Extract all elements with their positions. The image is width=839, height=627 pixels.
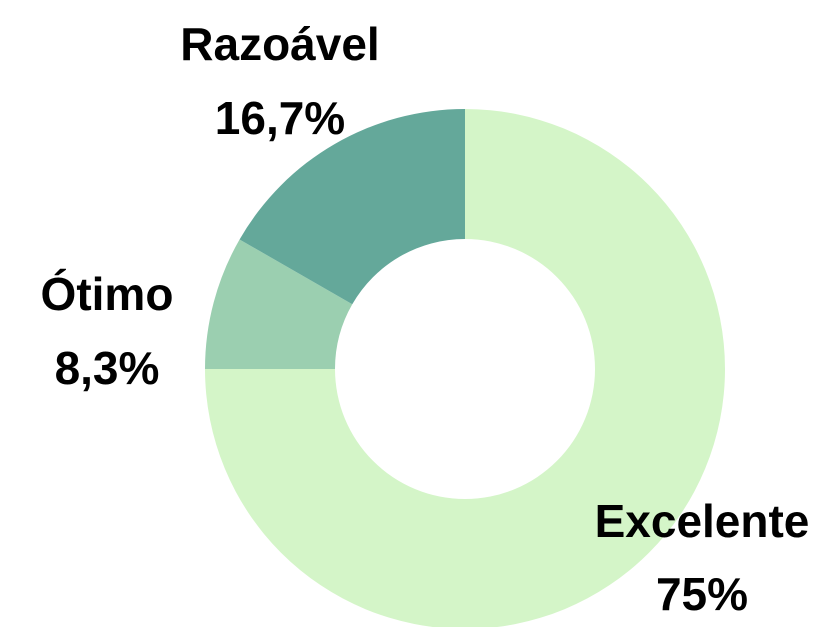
segment-value: 8,3% bbox=[55, 342, 160, 394]
donut-segment bbox=[205, 239, 353, 369]
segment-value: 75% bbox=[656, 568, 748, 620]
segment-label: Ótimo bbox=[41, 268, 174, 320]
segment-label: Razoável bbox=[180, 18, 379, 70]
segment-value: 16,7% bbox=[215, 92, 345, 144]
donut-segment bbox=[205, 109, 725, 627]
donut-segment bbox=[239, 109, 465, 305]
segment-label: Excelente bbox=[595, 495, 810, 547]
